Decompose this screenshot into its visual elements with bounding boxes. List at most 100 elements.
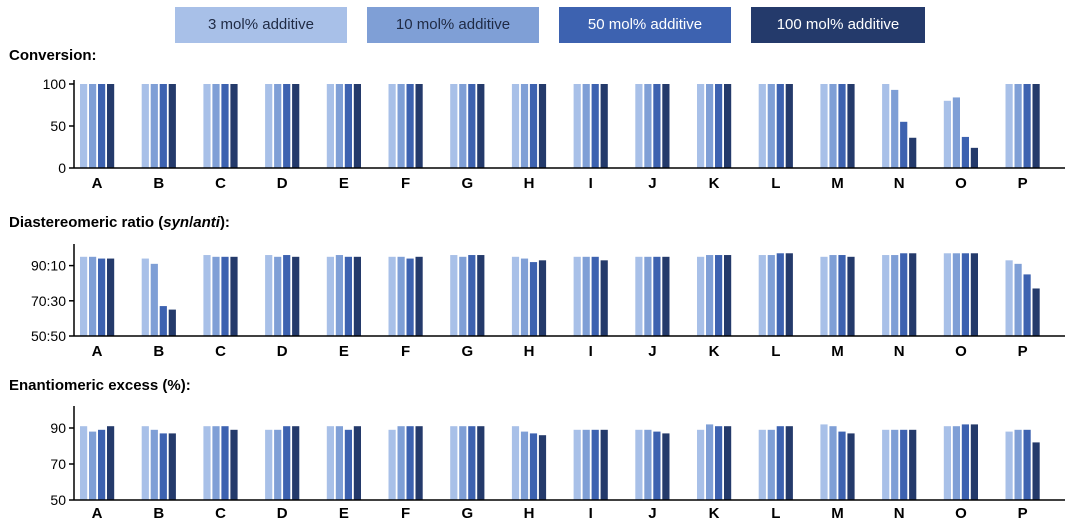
x-tick-label: H [524, 343, 535, 360]
dr-title-syn: syn [163, 214, 190, 231]
x-tick-label: F [401, 175, 410, 192]
x-tick-label: N [894, 505, 905, 522]
bar [459, 84, 467, 168]
x-tick-label: M [831, 343, 844, 360]
bar [159, 433, 167, 500]
bar [159, 84, 167, 168]
bar [283, 255, 291, 336]
bar [274, 429, 282, 500]
bar [600, 260, 608, 336]
bar [353, 426, 361, 500]
bar [943, 426, 951, 500]
bar [820, 256, 828, 336]
bar [706, 424, 714, 500]
x-tick-label: H [524, 175, 535, 192]
bar [168, 84, 176, 168]
x-tick-label: M [831, 505, 844, 522]
bar [141, 426, 149, 500]
x-tick-label: E [339, 343, 349, 360]
x-tick-label: O [955, 343, 967, 360]
x-tick-label: I [589, 343, 593, 360]
bar [511, 426, 520, 500]
bar [653, 256, 661, 336]
y-tick-label: 70:30 [31, 293, 66, 309]
bar [265, 255, 273, 336]
bar [468, 255, 476, 336]
x-tick-label: E [339, 175, 349, 192]
bar [820, 424, 828, 500]
bar [292, 256, 300, 336]
bar [697, 429, 705, 500]
bar [829, 255, 837, 336]
ee-chart: A B C D E F G H I J K L M N O P 50 70 90 [50, 406, 1065, 522]
bar [520, 431, 529, 500]
bar [909, 253, 917, 336]
bar [80, 84, 88, 168]
x-tick-label: H [524, 505, 535, 522]
bar [847, 256, 855, 336]
bar [230, 84, 238, 168]
bar [1014, 84, 1022, 168]
bar [961, 424, 969, 500]
bar [952, 253, 960, 336]
bar [353, 84, 361, 168]
bar [1023, 274, 1031, 336]
legend-label: 50 mol% additive [587, 16, 703, 33]
bar [388, 429, 396, 500]
bar [141, 258, 149, 336]
bar [715, 255, 723, 336]
bar [344, 429, 352, 500]
y-tick-label: 90:10 [31, 258, 66, 274]
x-tick-label: K [709, 343, 720, 360]
bar [943, 253, 951, 336]
x-tick-label: G [461, 505, 473, 522]
x-tick-label: N [894, 175, 905, 192]
bar [292, 426, 300, 500]
bar [882, 84, 890, 168]
bar [274, 256, 282, 336]
bar [450, 255, 458, 336]
x-tick-label: O [955, 505, 967, 522]
bar [644, 429, 652, 500]
x-tick-label: D [277, 175, 288, 192]
x-tick-label: J [648, 343, 656, 360]
bar [573, 84, 581, 168]
x-tick-label: K [709, 175, 720, 192]
bar [344, 84, 352, 168]
bar [1005, 260, 1013, 336]
bar [538, 435, 547, 500]
x-tick-label: G [461, 175, 473, 192]
bar [715, 426, 723, 500]
x-tick-label: A [92, 175, 103, 192]
bar [961, 136, 969, 168]
bar [80, 426, 88, 500]
bar [776, 84, 784, 168]
bar [415, 426, 423, 500]
bar [829, 426, 837, 500]
bar [724, 426, 732, 500]
x-tick-label: L [771, 343, 780, 360]
bar [107, 84, 115, 168]
bar [1005, 84, 1013, 168]
bar [203, 255, 211, 336]
x-tick-label: F [401, 505, 410, 522]
dr-title-slash: / [189, 214, 194, 231]
bar [326, 84, 334, 168]
bar [450, 84, 458, 168]
bar [230, 429, 238, 500]
bar [635, 84, 643, 168]
bar [970, 424, 978, 500]
x-tick-label: P [1018, 505, 1028, 522]
bar [529, 433, 538, 500]
legend-label: 100 mol% additive [776, 16, 900, 33]
bar [406, 84, 414, 168]
bar [511, 256, 520, 336]
bar [767, 429, 775, 500]
bar [909, 429, 917, 500]
bar [662, 84, 670, 168]
bar [706, 255, 714, 336]
bar [98, 429, 106, 500]
bar [644, 84, 652, 168]
bar [785, 253, 793, 336]
x-tick-label: D [277, 505, 288, 522]
